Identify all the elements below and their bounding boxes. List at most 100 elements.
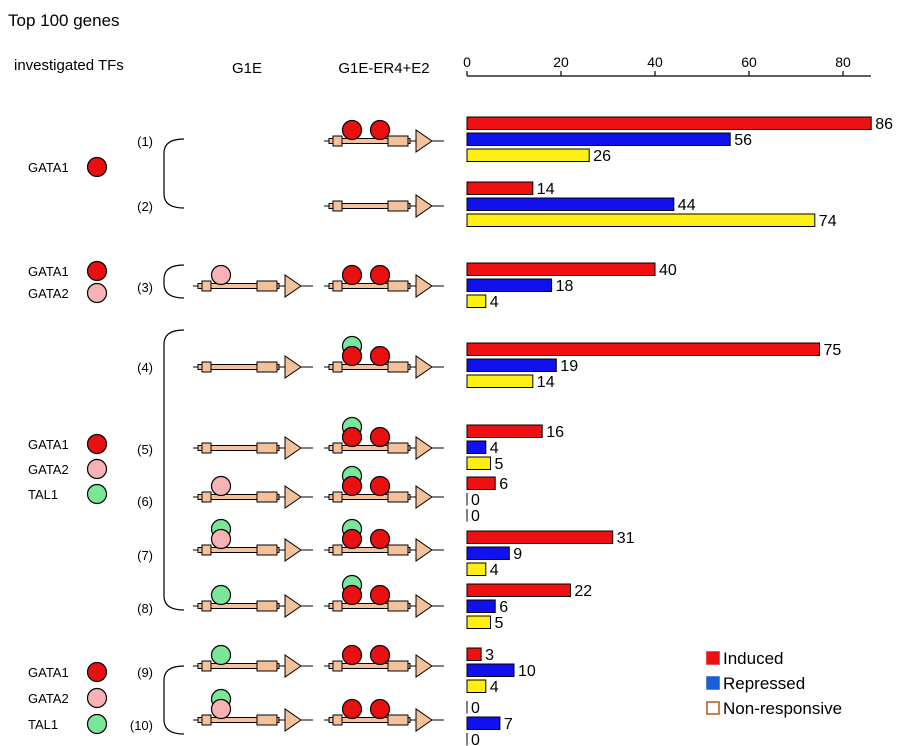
gene-body <box>328 203 411 209</box>
row-label: (7) <box>137 548 153 563</box>
bar-repressed <box>466 440 487 454</box>
group-bracket <box>163 264 185 299</box>
exon-small <box>332 544 343 556</box>
gene-arrow <box>415 194 433 218</box>
row-label: (6) <box>137 494 153 509</box>
gene-arrow <box>284 355 302 379</box>
gata2-circle <box>210 528 232 550</box>
bar-value-label: 4 <box>490 440 499 457</box>
group-bracket <box>163 329 185 611</box>
exon-large <box>256 442 278 454</box>
x-tick-label: 0 <box>463 54 471 70</box>
gata1-circle <box>369 264 391 286</box>
exon-small <box>332 714 343 726</box>
bar-value-label: 16 <box>546 424 564 441</box>
legend: Induced Repressed Non-responsive <box>706 649 842 718</box>
tf-label: GATA2 <box>28 286 69 301</box>
bar-value-label: 7 <box>504 716 513 733</box>
bar-chart-area: 8614407516631223056441819409610726744145… <box>466 116 893 746</box>
exon-small <box>332 200 343 212</box>
gene-body <box>328 603 411 609</box>
gata1-circle <box>341 119 363 141</box>
exon-small <box>332 442 343 454</box>
tf-label: GATA1 <box>28 665 69 680</box>
exon-large <box>256 491 278 503</box>
exon-large <box>256 544 278 556</box>
bar-repressed <box>466 358 557 372</box>
bar-value-label: 6 <box>499 599 508 616</box>
legend-label: Repressed <box>723 674 805 693</box>
gene-arrow <box>284 274 302 298</box>
x-axis: 0 20 40 60 80 <box>463 54 871 77</box>
tf-label: GATA1 <box>28 160 69 175</box>
exon-small <box>201 280 212 292</box>
gata1-circle <box>369 119 391 141</box>
exon-small <box>332 135 343 147</box>
legend-swatch <box>706 651 720 665</box>
gata1-circle <box>369 345 391 367</box>
gene-arrow <box>415 129 433 153</box>
bar-value-label: 10 <box>518 663 536 680</box>
gene-arrow <box>415 485 433 509</box>
gata2-legend-circle <box>86 458 108 480</box>
exon-small <box>201 491 212 503</box>
gene-body <box>328 138 411 144</box>
bar-value-label: 5 <box>495 615 504 632</box>
header-g1e-er4: G1E-ER4+E2 <box>338 60 429 77</box>
gata1-legend-circle <box>86 156 108 178</box>
gata1-circle <box>369 528 391 550</box>
bar-value-label: 14 <box>537 181 555 198</box>
gene-body <box>328 717 411 723</box>
bar-value-label: 18 <box>556 278 574 295</box>
exon-small <box>332 491 343 503</box>
gene-arrow <box>415 654 433 678</box>
bar-value-label: 0 <box>471 732 480 746</box>
gata1-circle <box>369 426 391 448</box>
tal1-legend-circle <box>86 483 108 505</box>
x-tick-label: 60 <box>741 54 757 70</box>
row-label: (5) <box>137 442 153 457</box>
gene-arrow <box>284 485 302 509</box>
header-g1e: G1E <box>232 60 262 77</box>
bar-value-label: 3 <box>485 647 494 664</box>
exon-small <box>332 600 343 612</box>
gene-arrow <box>415 538 433 562</box>
bar-value-label: 0 <box>471 508 480 525</box>
gata2-legend-circle <box>86 282 108 304</box>
bar-value-label: 9 <box>513 546 522 563</box>
exon-small <box>201 714 212 726</box>
bar-non-responsive <box>466 615 491 629</box>
bar-value-label: 14 <box>537 374 555 391</box>
gene-arrow <box>415 708 433 732</box>
bar-value-label: 22 <box>574 583 592 600</box>
gene-arrow <box>415 594 433 618</box>
bar-induced <box>466 647 482 661</box>
bar-value-label: 40 <box>659 262 677 279</box>
gata1-legend-circle <box>86 260 108 282</box>
tal1-legend-circle <box>86 713 108 735</box>
gene-arrow <box>284 538 302 562</box>
bar-induced <box>466 476 496 490</box>
header-investigated-tfs: investigated TFs <box>14 57 124 74</box>
exon-small <box>201 660 212 672</box>
gene-body <box>197 494 280 500</box>
gata1-circle <box>341 345 363 367</box>
bar-non-responsive <box>466 294 487 308</box>
gene-body <box>328 494 411 500</box>
exon-large <box>256 361 278 373</box>
bar-value-label: 26 <box>593 148 611 165</box>
tf-label: GATA1 <box>28 437 69 452</box>
exon-small <box>332 361 343 373</box>
exon-large <box>387 544 409 556</box>
bar-repressed <box>466 132 731 146</box>
tf-label: GATA1 <box>28 264 69 279</box>
row-label: (1) <box>137 134 153 149</box>
bar-value-label: 6 <box>499 476 508 493</box>
row-label: (8) <box>137 601 153 616</box>
legend-swatch <box>706 676 720 690</box>
gata2-legend-circle <box>86 687 108 709</box>
gene-body <box>328 663 411 669</box>
gene-body <box>197 603 280 609</box>
exon-large <box>387 600 409 612</box>
